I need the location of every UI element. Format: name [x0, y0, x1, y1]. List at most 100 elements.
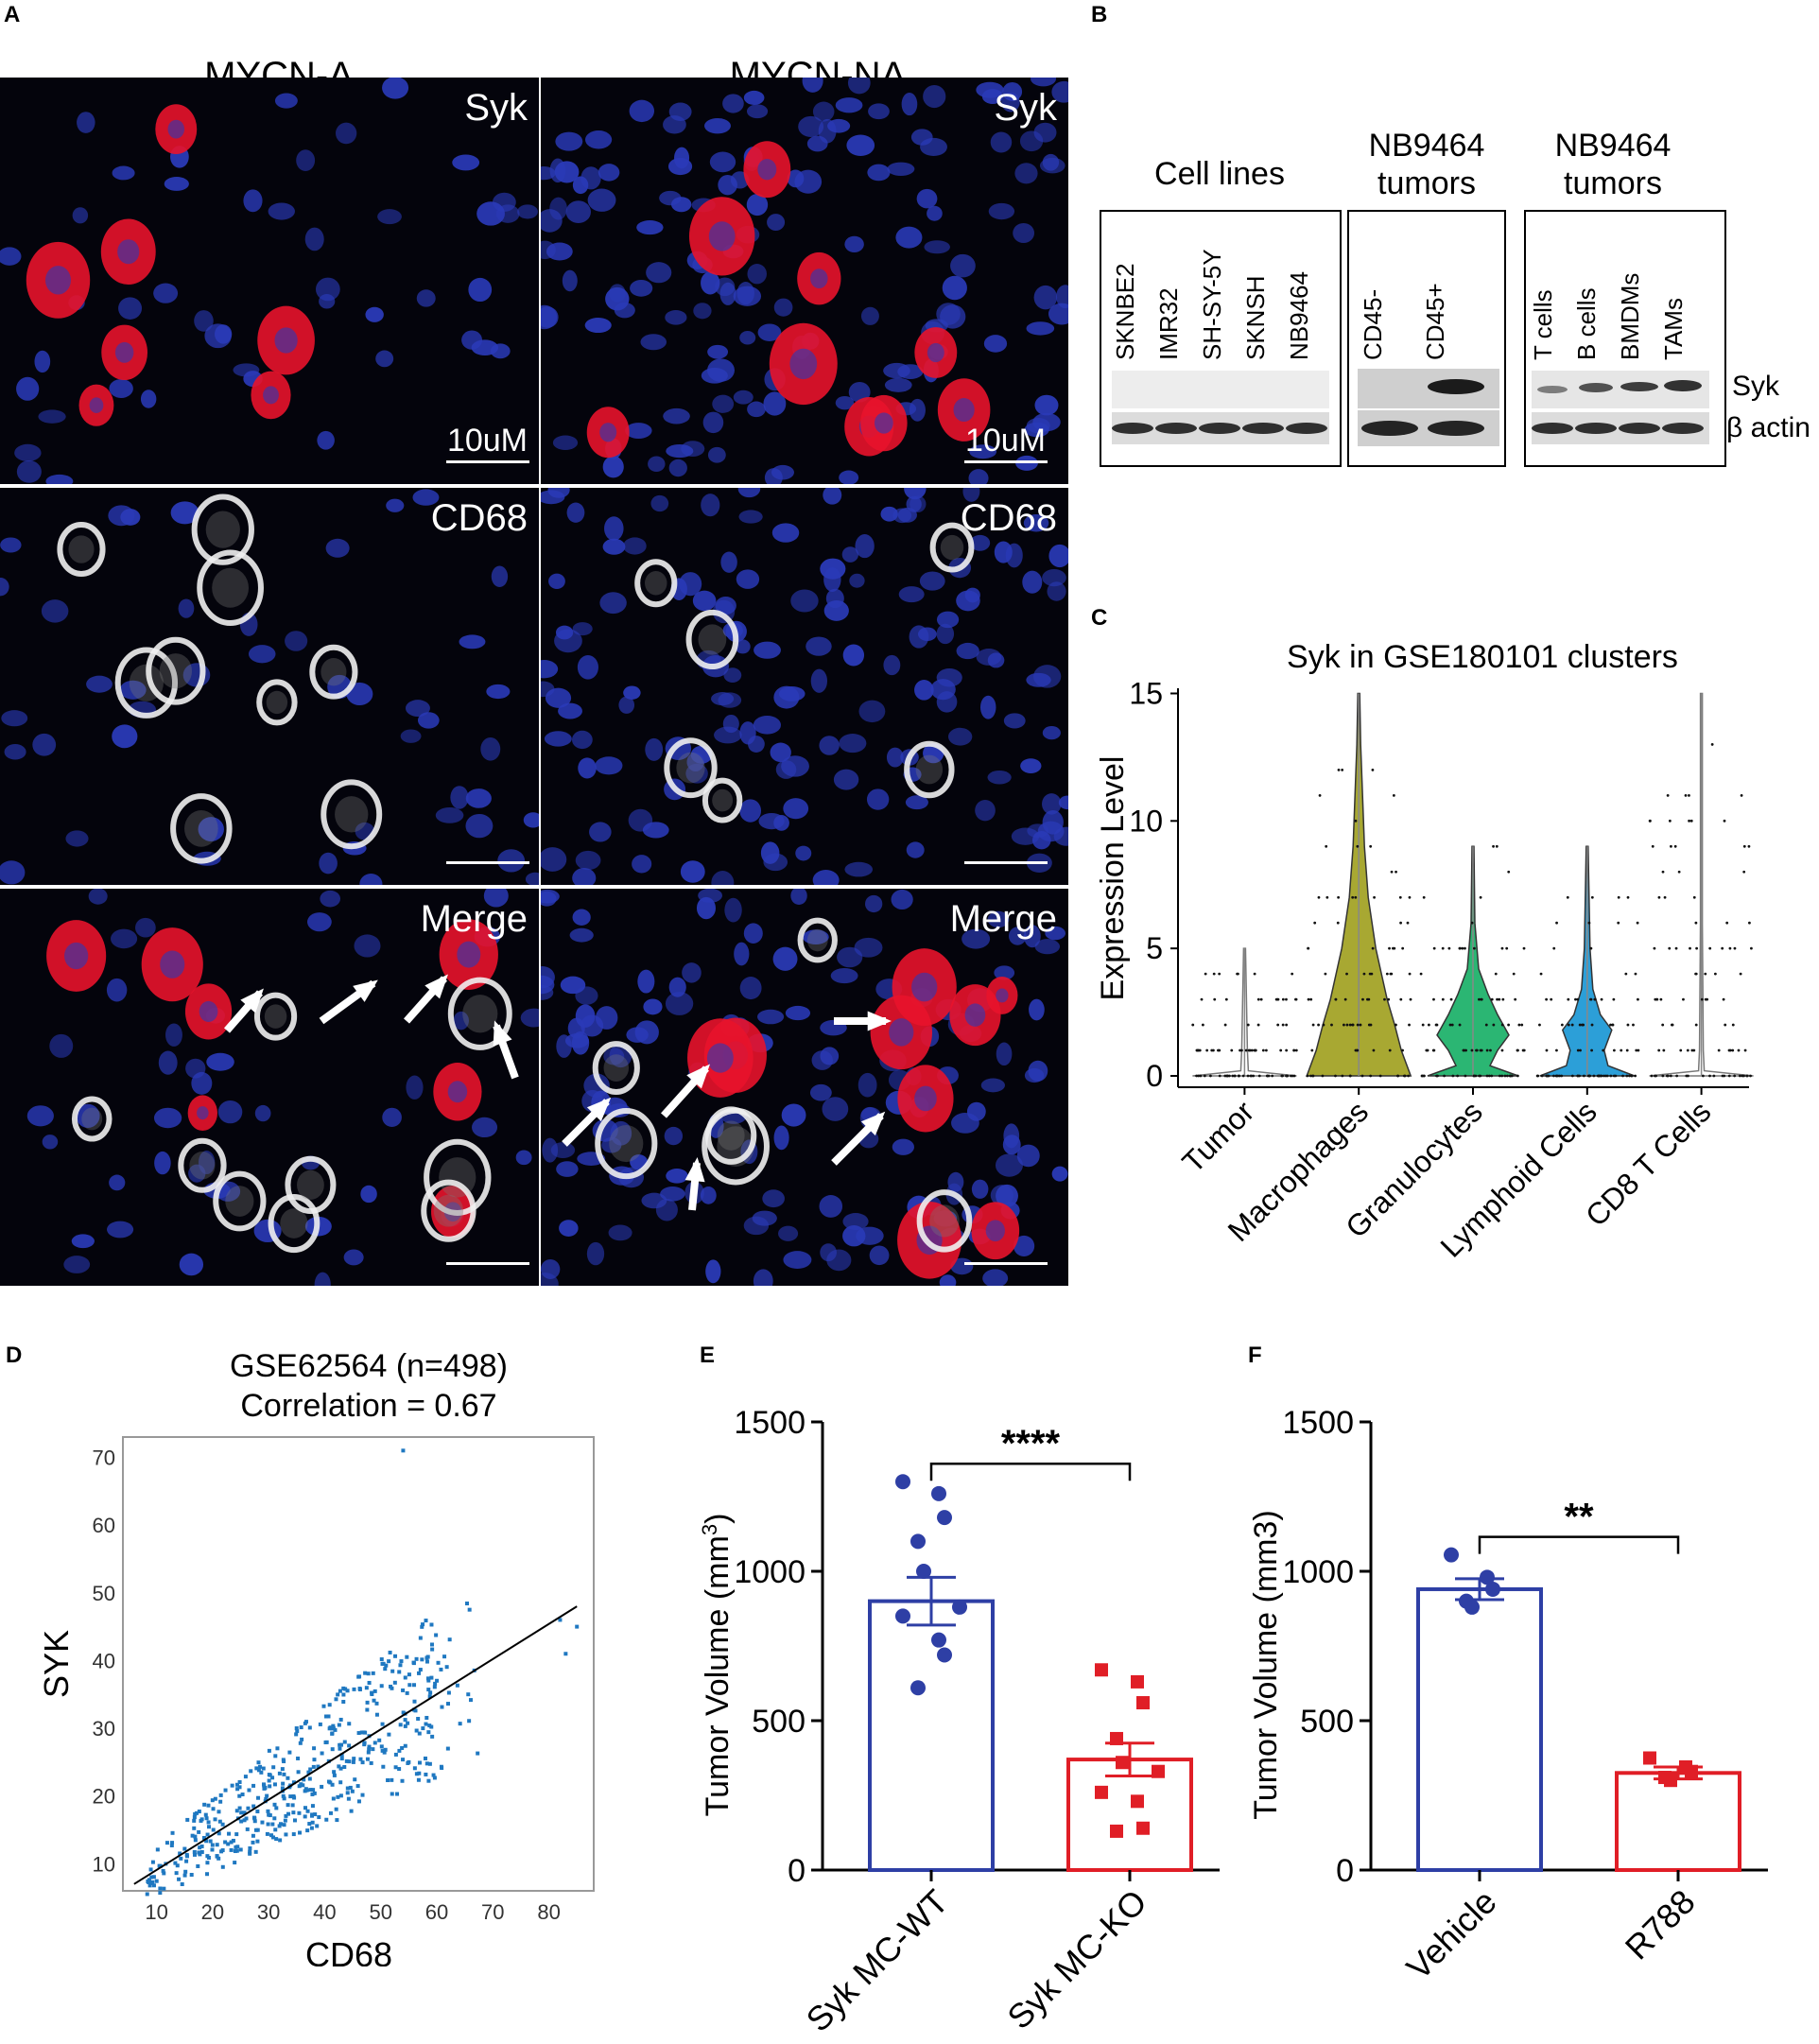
violin-point	[1517, 1023, 1521, 1027]
nucleus	[545, 687, 572, 708]
scatter-point	[193, 1838, 198, 1843]
scatter-point	[193, 1834, 198, 1839]
bar-ylabel: Tumor Volume (mm3)	[1248, 1510, 1284, 1819]
nucleus	[307, 912, 332, 932]
scatter-point	[199, 1844, 204, 1848]
nucleus	[629, 99, 655, 123]
cd68-ring	[309, 644, 358, 700]
scatter-point	[455, 1683, 459, 1688]
nucleus	[578, 757, 597, 779]
violin-point	[1285, 1074, 1289, 1078]
cd68-ring	[634, 559, 678, 608]
nucleus	[722, 714, 739, 734]
actin-band	[1662, 423, 1704, 434]
violin-point	[1408, 1023, 1411, 1027]
scatter-point	[343, 1687, 348, 1691]
nucleus	[1014, 163, 1038, 184]
cd68-core	[929, 1204, 960, 1238]
violin-point	[1576, 1048, 1580, 1052]
syk-band	[1537, 386, 1568, 393]
violin-point	[1478, 1074, 1481, 1078]
nucleus	[120, 509, 141, 526]
violin-point	[1538, 1023, 1541, 1027]
violin-point	[1281, 997, 1285, 1001]
scatter-point	[416, 1777, 421, 1782]
nucleus	[1048, 544, 1068, 568]
scatter-point	[183, 1869, 188, 1874]
scatter-point	[435, 1678, 440, 1683]
scatter-point	[251, 1783, 256, 1788]
violin-point	[1236, 972, 1239, 976]
violin-point	[1361, 997, 1364, 1001]
nucleus	[417, 712, 440, 729]
scatter-ylabel: SYK	[37, 1630, 76, 1698]
violin-point	[1725, 921, 1729, 925]
scatter-point	[226, 1842, 231, 1846]
violin-point	[1191, 1023, 1195, 1027]
violin-point	[1317, 895, 1321, 899]
nucleus	[314, 1272, 331, 1286]
violin-point	[1589, 997, 1593, 1001]
bar-ytick-label: 1000	[1282, 1554, 1354, 1590]
scale-bar	[964, 861, 1048, 864]
violin-point	[1682, 997, 1685, 1001]
nucleus	[637, 969, 655, 994]
scatter-point	[355, 1784, 360, 1789]
violin-point	[1507, 1023, 1511, 1027]
scatter-ytick-label: 20	[93, 1785, 115, 1809]
scatter-point	[467, 1607, 472, 1612]
violin-point	[1694, 921, 1698, 925]
syk-nucleus	[789, 348, 818, 380]
violin-point	[1545, 1074, 1549, 1078]
scatter-point	[165, 1841, 169, 1845]
bar-point	[952, 1599, 967, 1615]
nucleus	[705, 1259, 721, 1284]
scatter-point	[439, 1667, 443, 1672]
violin-point	[1248, 1048, 1252, 1052]
scatter-point	[312, 1746, 317, 1751]
scatter-point	[303, 1720, 308, 1724]
scatter-point	[327, 1703, 332, 1707]
scatter-point	[365, 1700, 370, 1705]
violin-point	[1500, 1074, 1504, 1078]
bar-point	[1643, 1751, 1656, 1765]
scatter-point	[218, 1793, 223, 1797]
nucleus	[541, 891, 557, 907]
scatter-point	[337, 1764, 341, 1769]
scale-bar	[446, 460, 529, 463]
micro-tile-r2-c0: Merge	[0, 889, 539, 1286]
scatter-point	[307, 1776, 312, 1781]
violin-point	[1724, 1023, 1727, 1027]
scatter-point	[154, 1879, 159, 1883]
scatter-point	[299, 1782, 303, 1787]
violin-point	[1617, 895, 1620, 899]
nucleus	[254, 1104, 271, 1122]
nucleus	[1026, 672, 1051, 687]
nucleus	[982, 1269, 1009, 1286]
scatter-point	[383, 1667, 388, 1672]
scatter-point	[217, 1831, 221, 1836]
scatter-point	[321, 1704, 326, 1708]
scatter-point	[270, 1822, 275, 1827]
significance-stars: **	[1564, 1497, 1594, 1538]
nucleus	[724, 897, 742, 923]
nucleus	[835, 97, 863, 113]
violin-point	[1478, 997, 1481, 1001]
nucleus	[1056, 285, 1068, 309]
scatter-point	[185, 1817, 190, 1822]
scatter-point	[345, 1689, 350, 1693]
scatter-point	[148, 1867, 153, 1872]
bar-point	[1110, 1731, 1123, 1745]
cd68-core	[717, 1120, 745, 1151]
scatter-ytick-label: 40	[93, 1649, 115, 1672]
nucleus	[1031, 78, 1057, 87]
violin-point	[1592, 1074, 1596, 1078]
nucleus	[562, 269, 578, 292]
scatter-point	[427, 1694, 432, 1699]
nucleus	[610, 1120, 632, 1146]
violin-point	[1692, 1048, 1696, 1052]
scatter-point	[370, 1690, 374, 1695]
scatter-point	[334, 1807, 338, 1811]
scatter-point	[151, 1875, 156, 1879]
nucleus	[883, 654, 901, 676]
